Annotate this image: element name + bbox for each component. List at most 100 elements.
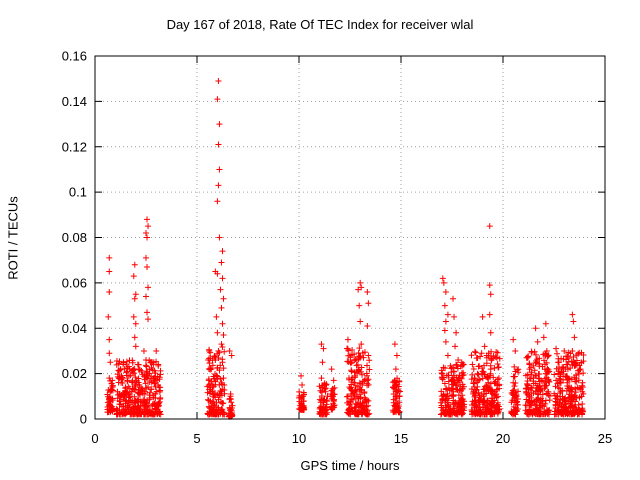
data-point [511,363,518,370]
data-point [141,388,148,395]
data-point [116,406,123,413]
data-point [477,353,484,360]
data-point [365,352,372,359]
data-point [143,409,149,416]
data-point [129,357,136,364]
data-point [556,385,563,392]
data-point [483,390,490,397]
data-point [533,359,540,366]
data-point [494,361,501,368]
data-point [528,349,535,356]
axis-ticks: 0 0.02 0.04 0.06 0.08 0.1 0.12 0.14 0.16 0 5 10 15 20… [62,49,613,447]
data-point [352,356,359,363]
data-point [451,313,458,320]
data-point [363,406,370,413]
data-point [347,401,354,408]
data-point [441,397,448,404]
data-point [106,336,113,343]
data-point [357,400,364,407]
data-point [156,395,163,402]
data-point [137,398,144,405]
data-point [215,182,222,189]
data-point [576,366,583,373]
data-point [148,386,155,393]
grid-lines [95,56,605,419]
data-point [493,354,500,361]
data-point [444,311,451,318]
data-point [207,366,214,373]
data-point [531,348,538,355]
data-point [215,396,222,403]
data-point [352,404,359,411]
data-point [130,273,137,280]
data-point [571,393,578,400]
data-point [319,359,326,366]
data-point [329,391,336,398]
data-point [472,349,479,356]
y-tick-label: 0.04 [62,321,87,336]
data-point [109,377,116,384]
data-points [104,77,587,420]
data-point [495,406,502,413]
data-point [351,379,358,386]
data-point [141,376,148,383]
data-point [552,398,559,405]
data-point [483,400,490,407]
data-point [354,383,361,390]
data-point [153,347,160,354]
x-tick-label: 0 [91,431,98,446]
data-point [226,404,233,411]
data-point [137,410,144,417]
data-point [217,286,224,293]
data-point [459,396,466,403]
data-point [489,388,496,395]
data-point [140,347,147,354]
data-point [456,379,463,386]
data-point [120,359,127,366]
data-point [135,389,142,396]
data-point [132,374,139,381]
data-point [211,410,218,417]
data-point [130,366,137,373]
data-point [205,411,212,418]
data-point [390,384,397,391]
data-point [344,336,351,343]
data-point [510,336,517,343]
data-point [457,383,464,390]
data-point [124,377,131,384]
data-point [157,384,164,391]
data-point [524,391,531,398]
data-point [215,141,222,148]
data-point [453,409,460,416]
data-point [486,372,493,379]
data-point [491,365,498,372]
data-point [366,357,373,364]
data-point [536,406,543,413]
data-point [541,357,548,364]
data-point [441,302,448,309]
data-point [216,234,223,241]
data-point [144,234,151,241]
data-point [118,372,125,379]
data-point [450,393,457,400]
data-point [444,352,451,359]
data-point [450,295,457,302]
data-point [212,357,219,364]
data-point [539,403,546,410]
data-point [364,288,371,295]
data-point [144,216,151,223]
data-point [360,400,367,407]
data-point [481,371,488,378]
data-point [563,361,570,368]
data-point [485,379,492,386]
data-point [144,263,151,270]
data-point [573,406,580,413]
data-point [206,386,213,393]
data-point [226,347,233,354]
data-point [143,254,149,261]
data-point [206,347,213,354]
data-point [220,295,227,302]
data-point [364,377,371,384]
data-point [554,350,561,357]
data-point [490,374,497,381]
